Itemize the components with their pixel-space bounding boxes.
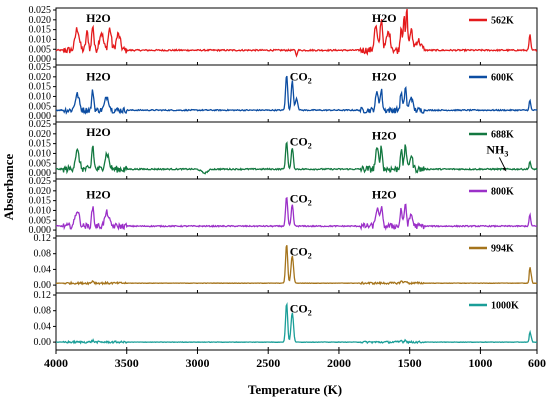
x-tick-label: 1000	[468, 356, 492, 370]
spectrum-line-600K	[56, 75, 538, 116]
legend-label: 688K	[491, 130, 514, 141]
nh3-arrow	[498, 157, 506, 170]
y-tick-label: 0.005	[29, 158, 52, 169]
y-tick-label: 0.020	[29, 186, 52, 197]
legend-label: 994K	[491, 244, 514, 255]
y-tick-label: 0.005	[29, 44, 52, 55]
y-tick-label: 0.08	[34, 306, 52, 317]
y-tick-label: 0.025	[29, 176, 52, 187]
y-tick-label: 0.020	[29, 15, 52, 26]
nh3-arrowhead	[502, 167, 507, 172]
y-tick-label: 0.010	[29, 205, 52, 216]
x-axis: 4000 3500 3000 2500 2000 1500 1000 600	[44, 350, 546, 370]
y-tick-label: 0.010	[29, 34, 52, 45]
peak-label: CO2	[290, 192, 312, 208]
y-tick-label: 0.08	[34, 249, 52, 260]
peak-label: CO2	[290, 302, 312, 318]
x-tick-label: 1500	[398, 356, 422, 370]
x-tick-label: 3500	[115, 356, 139, 370]
y-tick-label: 0.00	[34, 337, 52, 348]
y-tick-label: 0.000	[29, 225, 52, 236]
y-tick-label: 0.010	[29, 148, 52, 159]
legend-label: 1000K	[491, 301, 519, 312]
panel-994K: 0.00 0.04 0.08 0.12 CO2 994K	[34, 233, 538, 294]
peak-label: H2O	[86, 188, 111, 202]
y-tick-label: 0.000	[29, 111, 52, 122]
spectrum-line-1000K	[55, 302, 538, 345]
y-tick-label: 0.025	[29, 119, 52, 130]
x-tick-label: 4000	[44, 356, 68, 370]
y-axis-title: Absorbance	[1, 154, 16, 221]
y-tick-label: 0.12	[34, 290, 52, 301]
spectrum-line-800K	[55, 196, 538, 231]
y-tick-label: 0.020	[29, 72, 52, 83]
x-tick-label: 2500	[256, 356, 280, 370]
y-tick-label: 0.015	[29, 196, 52, 207]
y-tick-label: 0.025	[29, 5, 52, 16]
peak-label: H2O	[86, 125, 111, 139]
y-tick-label: 0.000	[29, 168, 52, 179]
y-tick-label: 0.04	[34, 264, 52, 275]
x-tick-label: 3000	[185, 356, 209, 370]
x-tick-label: 600	[528, 356, 546, 370]
peak-label: CO2	[290, 245, 312, 261]
y-tick-label: 0.005	[29, 215, 52, 226]
peak-label: CO2	[290, 70, 312, 86]
y-tick-label: 0.000	[29, 54, 52, 65]
legend-label: 600K	[491, 73, 514, 84]
peak-label: H2O	[86, 11, 111, 25]
legend-label: 562K	[491, 16, 514, 27]
legend-label: 800K	[491, 187, 514, 198]
peak-label: CO2	[290, 135, 312, 151]
peak-label: H2O	[372, 11, 397, 25]
y-tick-label: 0.015	[29, 25, 52, 36]
peak-label: H2O	[372, 70, 397, 84]
x-axis-title: Temperature (K)	[248, 382, 342, 397]
peak-label: H2O	[86, 70, 111, 84]
peak-label: NH3	[486, 142, 508, 158]
y-tick-label: 0.00	[34, 280, 52, 291]
y-tick-label: 0.020	[29, 129, 52, 140]
y-tick-label: 0.005	[29, 101, 52, 112]
panel-frame	[55, 292, 538, 351]
y-tick-label: 0.025	[29, 62, 52, 73]
panel-1000K: 0.00 0.04 0.08 0.12 CO2 1000K	[34, 290, 538, 351]
y-tick-label: 0.010	[29, 91, 52, 102]
peak-label: H2O	[372, 188, 397, 202]
spectrum-line-562K	[55, 8, 537, 58]
y-tick-label: 0.12	[34, 233, 52, 244]
x-tick-label: 2000	[327, 356, 351, 370]
y-tick-label: 0.015	[29, 82, 52, 93]
y-tick-label: 0.04	[34, 321, 52, 332]
peak-label: H2O	[372, 129, 397, 143]
spectrum-line-994K	[55, 245, 538, 286]
y-tick-label: 0.015	[29, 139, 52, 150]
panel-frame	[55, 178, 538, 237]
spectrum-line-688K	[56, 141, 538, 175]
